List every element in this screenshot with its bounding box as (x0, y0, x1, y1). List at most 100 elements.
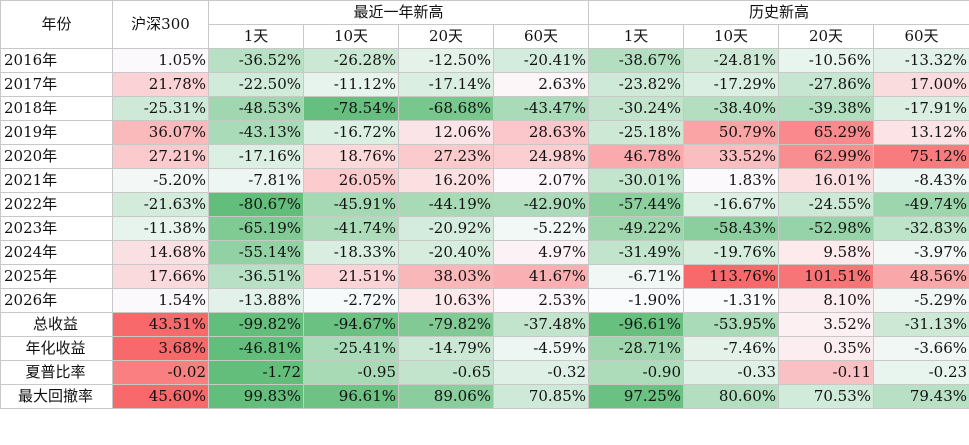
index-return-cell: -11.38% (112, 216, 209, 241)
strategy-return-cell: 70.53% (778, 384, 875, 409)
strategy-return-cell: -12.50% (398, 48, 494, 73)
index-return-cell: 17.66% (112, 264, 209, 289)
strategy-return-cell: -24.55% (778, 192, 875, 217)
strategy-return-cell: 48.56% (873, 264, 969, 289)
table-row: 夏普比率 -0.02 -1.72 -0.95 -0.65 -0.32 -0.90 -0.33-… (0, 360, 969, 385)
strategy-return-cell: -44.19% (398, 192, 494, 217)
strategy-return-cell: -27.86% (778, 72, 875, 97)
strategy-return-cell: 113.76% (683, 264, 780, 289)
strategy-return-cell: 80.60% (683, 384, 780, 409)
strategy-return-cell: 97.25% (588, 384, 685, 409)
strategy-return-cell: -26.28% (303, 48, 399, 73)
strategy-return-cell: -43.13% (208, 120, 304, 145)
table-row: 2022年 -21.63% -80.67% -45.91% -44.19% -42.90%… (0, 192, 969, 217)
strategy-return-cell: 1.83% (683, 168, 780, 193)
table-row: 2019年 36.07% -43.13% -16.72% 12.06% 28.63% -25… (0, 120, 969, 145)
row-label: 夏普比率 (0, 360, 113, 385)
index-return-cell: -25.31% (112, 96, 209, 121)
index-return-cell: 1.54% (112, 288, 209, 313)
strategy-return-cell: 101.51% (778, 264, 875, 289)
row-label: 年化收益 (0, 336, 113, 361)
strategy-return-cell: -11.12% (303, 72, 399, 97)
strategy-return-cell: -38.40% (683, 96, 780, 121)
strategy-return-cell: -37.48% (492, 312, 590, 337)
strategy-return-cell: 2.53% (492, 288, 590, 313)
strategy-return-cell: 2.63% (492, 72, 590, 97)
index-return-cell: 27.21% (112, 144, 209, 169)
strategy-return-cell: -58.43% (683, 216, 780, 241)
subcol-header: 10天 (683, 24, 780, 49)
strategy-return-cell: -13.32% (873, 48, 969, 73)
strategy-return-cell: -10.56% (778, 48, 875, 73)
group-header-year-high: 最近一年新高 (207, 0, 590, 25)
strategy-return-cell: 12.06% (398, 120, 494, 145)
strategy-return-cell: -18.33% (303, 240, 399, 265)
strategy-return-cell: 24.98% (492, 144, 590, 169)
strategy-return-cell: 18.76% (303, 144, 399, 169)
subcol-header: 20天 (778, 24, 875, 49)
strategy-return-cell: -42.90% (492, 192, 590, 217)
strategy-return-cell: 17.00% (873, 72, 969, 97)
subcol-header: 60天 (873, 24, 969, 49)
strategy-return-cell: -23.82% (588, 72, 685, 97)
strategy-return-cell: -0.11 (778, 360, 875, 385)
index-return-cell: 43.51% (112, 312, 209, 337)
strategy-return-cell: -7.81% (208, 168, 304, 193)
index-return-cell: 45.60% (112, 384, 209, 409)
strategy-return-cell: -17.91% (873, 96, 969, 121)
index-return-cell: 21.78% (112, 72, 209, 97)
strategy-return-cell: 41.67% (492, 264, 590, 289)
table-row: 2021年 -5.20% -7.81% 26.05% 16.20% 2.07% -30.01… (0, 168, 969, 193)
strategy-return-cell: -45.91% (303, 192, 399, 217)
table-row: 2018年 -25.31% -48.53% -78.54% -68.68% -43.47%… (0, 96, 969, 121)
strategy-return-cell: -55.14% (208, 240, 304, 265)
strategy-return-cell: -32.83% (873, 216, 969, 241)
strategy-return-cell: 16.20% (398, 168, 494, 193)
strategy-return-cell: -49.74% (873, 192, 969, 217)
table-row: 2020年 27.21% -17.16% 18.76% 27.23% 24.98% 46.7… (0, 144, 969, 169)
strategy-return-cell: -43.47% (492, 96, 590, 121)
strategy-return-cell: -0.65 (398, 360, 494, 385)
strategy-return-cell: -79.82% (398, 312, 494, 337)
strategy-return-cell: 79.43% (873, 384, 969, 409)
index-return-cell: -21.63% (112, 192, 209, 217)
strategy-return-cell: -0.95 (303, 360, 399, 385)
strategy-return-cell: -38.67% (588, 48, 685, 73)
strategy-return-cell: -8.43% (873, 168, 969, 193)
row-label: 2016年 (0, 48, 113, 73)
row-label: 总收益 (0, 312, 113, 337)
row-label: 2017年 (0, 72, 113, 97)
header-row-groups: 年份 沪深300 最近一年新高 历史新高 (0, 0, 969, 49)
row-label: 2021年 (0, 168, 113, 193)
strategy-return-cell: -5.22% (492, 216, 590, 241)
strategy-return-cell: -28.71% (588, 336, 685, 361)
strategy-return-cell: 4.97% (492, 240, 590, 265)
subcol-header: 1天 (208, 24, 304, 49)
row-label: 2018年 (0, 96, 113, 121)
strategy-return-cell: 75.12% (873, 144, 969, 169)
strategy-return-cell: -30.01% (588, 168, 685, 193)
strategy-return-cell: 3.52% (778, 312, 875, 337)
strategy-return-cell: -0.32 (492, 360, 590, 385)
strategy-return-cell: -31.13% (873, 312, 969, 337)
table-row: 2025年 17.66% -36.51% 21.51% 38.03% 41.67% -6.7… (0, 264, 969, 289)
table-row: 2026年 1.54% -13.88% -2.72% 10.63% 2.53% -1.90%… (0, 288, 969, 313)
row-label: 2026年 (0, 288, 113, 313)
strategy-return-cell: 9.58% (778, 240, 875, 265)
strategy-return-cell: 28.63% (492, 120, 590, 145)
table-row: 年化收益 3.68% -46.81% -25.41% -14.79% -4.59% -28.… (0, 336, 969, 361)
strategy-return-cell: -1.90% (588, 288, 685, 313)
performance-table: 年份 沪深300 最近一年新高 历史新高 1天 10天 20天 60天 1天 1… (0, 0, 969, 409)
strategy-return-cell: 33.52% (683, 144, 780, 169)
strategy-return-cell: 96.61% (303, 384, 399, 409)
row-label: 2024年 (0, 240, 113, 265)
table-row: 2016年 1.05% -36.52% -26.28% -12.50% -20.41% -3… (0, 48, 969, 73)
subcol-header: 20天 (398, 24, 494, 49)
strategy-return-cell: -6.71% (588, 264, 685, 289)
strategy-return-cell: 27.23% (398, 144, 494, 169)
strategy-return-cell: -3.97% (873, 240, 969, 265)
strategy-return-cell: -96.61% (588, 312, 685, 337)
strategy-return-cell: 89.06% (398, 384, 494, 409)
index-return-cell: 3.68% (112, 336, 209, 361)
strategy-return-cell: -25.41% (303, 336, 399, 361)
